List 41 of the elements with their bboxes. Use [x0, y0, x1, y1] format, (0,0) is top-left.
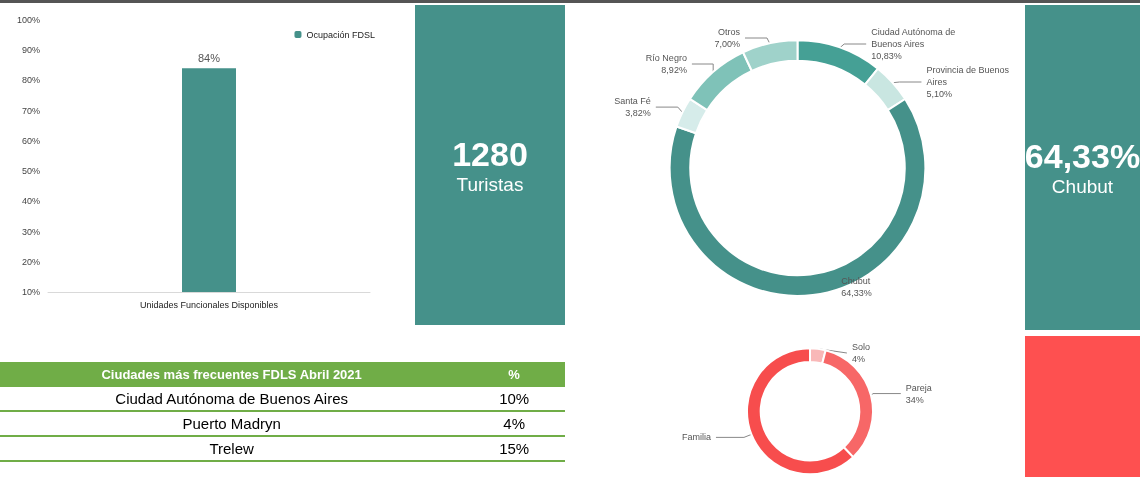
data-label: 10,83% [871, 51, 902, 61]
y-tick-label: 10% [21, 287, 40, 297]
slice-label: Ciudad Autónoma de Buenos Aires [871, 27, 958, 49]
slice-label: Otros [717, 27, 741, 37]
y-tick-label: 60% [21, 135, 40, 146]
y-tick-label: 70% [21, 105, 40, 116]
data-label: 4% [851, 354, 865, 364]
slice-label: Río Negro [645, 53, 687, 63]
y-tick-label: 40% [21, 196, 40, 207]
data-label: 84% [197, 51, 221, 64]
text: % [507, 366, 521, 384]
text: 10% [463, 387, 565, 411]
data-label: 64,33% [841, 288, 872, 298]
text: Trelew [0, 436, 464, 461]
y-tick-label: 50% [21, 166, 40, 177]
data-label: 8,92% [661, 65, 687, 75]
x-tick-label: Unidades Funcionales Disponibles [139, 299, 279, 310]
legend-label: Ocupación FDSL [306, 29, 376, 40]
slice-label: Familia [681, 432, 711, 443]
data-label: 3,82% [625, 108, 651, 119]
text: Ciudad Autónoma de Buenos Aires [0, 387, 464, 411]
data-label: 7,00% [714, 39, 740, 49]
data-label: 34% [905, 394, 924, 405]
y-tick-label: 80% [21, 75, 40, 86]
data-label: 5,10% [926, 89, 952, 99]
text: Chubut [1051, 176, 1114, 198]
y-tick-label: 20% [21, 256, 40, 267]
text: 64,33% [1024, 137, 1140, 176]
slice-label: Solo [851, 342, 870, 352]
slice-label: Provincia de Buenos Aires [926, 65, 1012, 87]
text: Puerto Madryn [0, 411, 464, 436]
slice-label: Pareja [905, 382, 932, 393]
y-tick-label: 90% [21, 45, 40, 56]
y-tick-label: 100% [16, 15, 40, 25]
text: Turistas [456, 173, 524, 196]
text: 4% [463, 411, 565, 436]
text: Ciudades más frecuentes FDLS Abril 2021 [100, 366, 363, 384]
y-tick-label: 30% [21, 226, 40, 237]
text: 15% [463, 436, 565, 461]
text: 1280 [452, 134, 528, 174]
slice-label: Santa Fé [614, 96, 651, 107]
